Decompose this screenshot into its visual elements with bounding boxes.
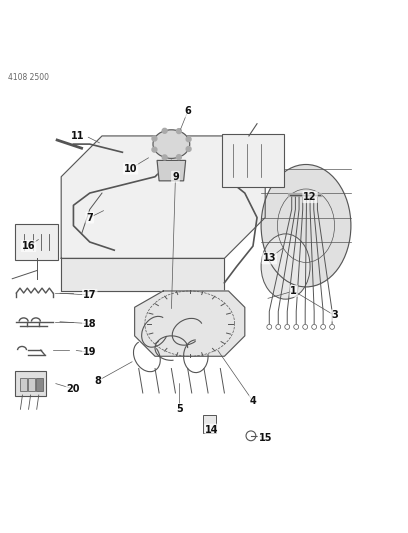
Text: 14: 14 bbox=[205, 425, 219, 435]
Circle shape bbox=[177, 155, 182, 159]
Text: 17: 17 bbox=[83, 290, 97, 300]
Text: 4108 2500: 4108 2500 bbox=[8, 72, 49, 82]
Ellipse shape bbox=[153, 130, 190, 158]
FancyBboxPatch shape bbox=[36, 378, 43, 391]
Polygon shape bbox=[157, 160, 186, 181]
Text: 3: 3 bbox=[331, 310, 338, 320]
Circle shape bbox=[162, 128, 167, 133]
Text: 12: 12 bbox=[303, 192, 317, 202]
Text: 20: 20 bbox=[67, 384, 80, 394]
Text: 9: 9 bbox=[172, 172, 179, 182]
Circle shape bbox=[177, 128, 182, 134]
FancyBboxPatch shape bbox=[15, 224, 58, 260]
Text: 7: 7 bbox=[86, 213, 93, 223]
Text: 4: 4 bbox=[250, 396, 256, 406]
Text: 8: 8 bbox=[95, 376, 101, 386]
Text: 15: 15 bbox=[258, 433, 272, 443]
Circle shape bbox=[152, 136, 157, 141]
Text: 5: 5 bbox=[176, 405, 183, 414]
FancyBboxPatch shape bbox=[20, 378, 27, 391]
FancyBboxPatch shape bbox=[28, 378, 35, 391]
Text: 1: 1 bbox=[290, 286, 297, 296]
Circle shape bbox=[186, 147, 191, 151]
Text: 13: 13 bbox=[262, 253, 276, 263]
Circle shape bbox=[162, 155, 167, 160]
Text: 10: 10 bbox=[124, 164, 137, 174]
Text: 19: 19 bbox=[83, 347, 97, 357]
Text: 16: 16 bbox=[22, 241, 35, 251]
Ellipse shape bbox=[261, 234, 310, 299]
Text: 18: 18 bbox=[83, 319, 97, 329]
FancyBboxPatch shape bbox=[222, 134, 284, 187]
FancyBboxPatch shape bbox=[15, 372, 46, 396]
Polygon shape bbox=[61, 136, 265, 259]
Polygon shape bbox=[135, 291, 245, 356]
Circle shape bbox=[152, 147, 157, 152]
Text: 11: 11 bbox=[71, 131, 84, 141]
Polygon shape bbox=[61, 259, 224, 291]
FancyBboxPatch shape bbox=[203, 415, 216, 433]
Text: 6: 6 bbox=[184, 107, 191, 116]
Ellipse shape bbox=[261, 165, 351, 287]
Circle shape bbox=[186, 137, 191, 142]
